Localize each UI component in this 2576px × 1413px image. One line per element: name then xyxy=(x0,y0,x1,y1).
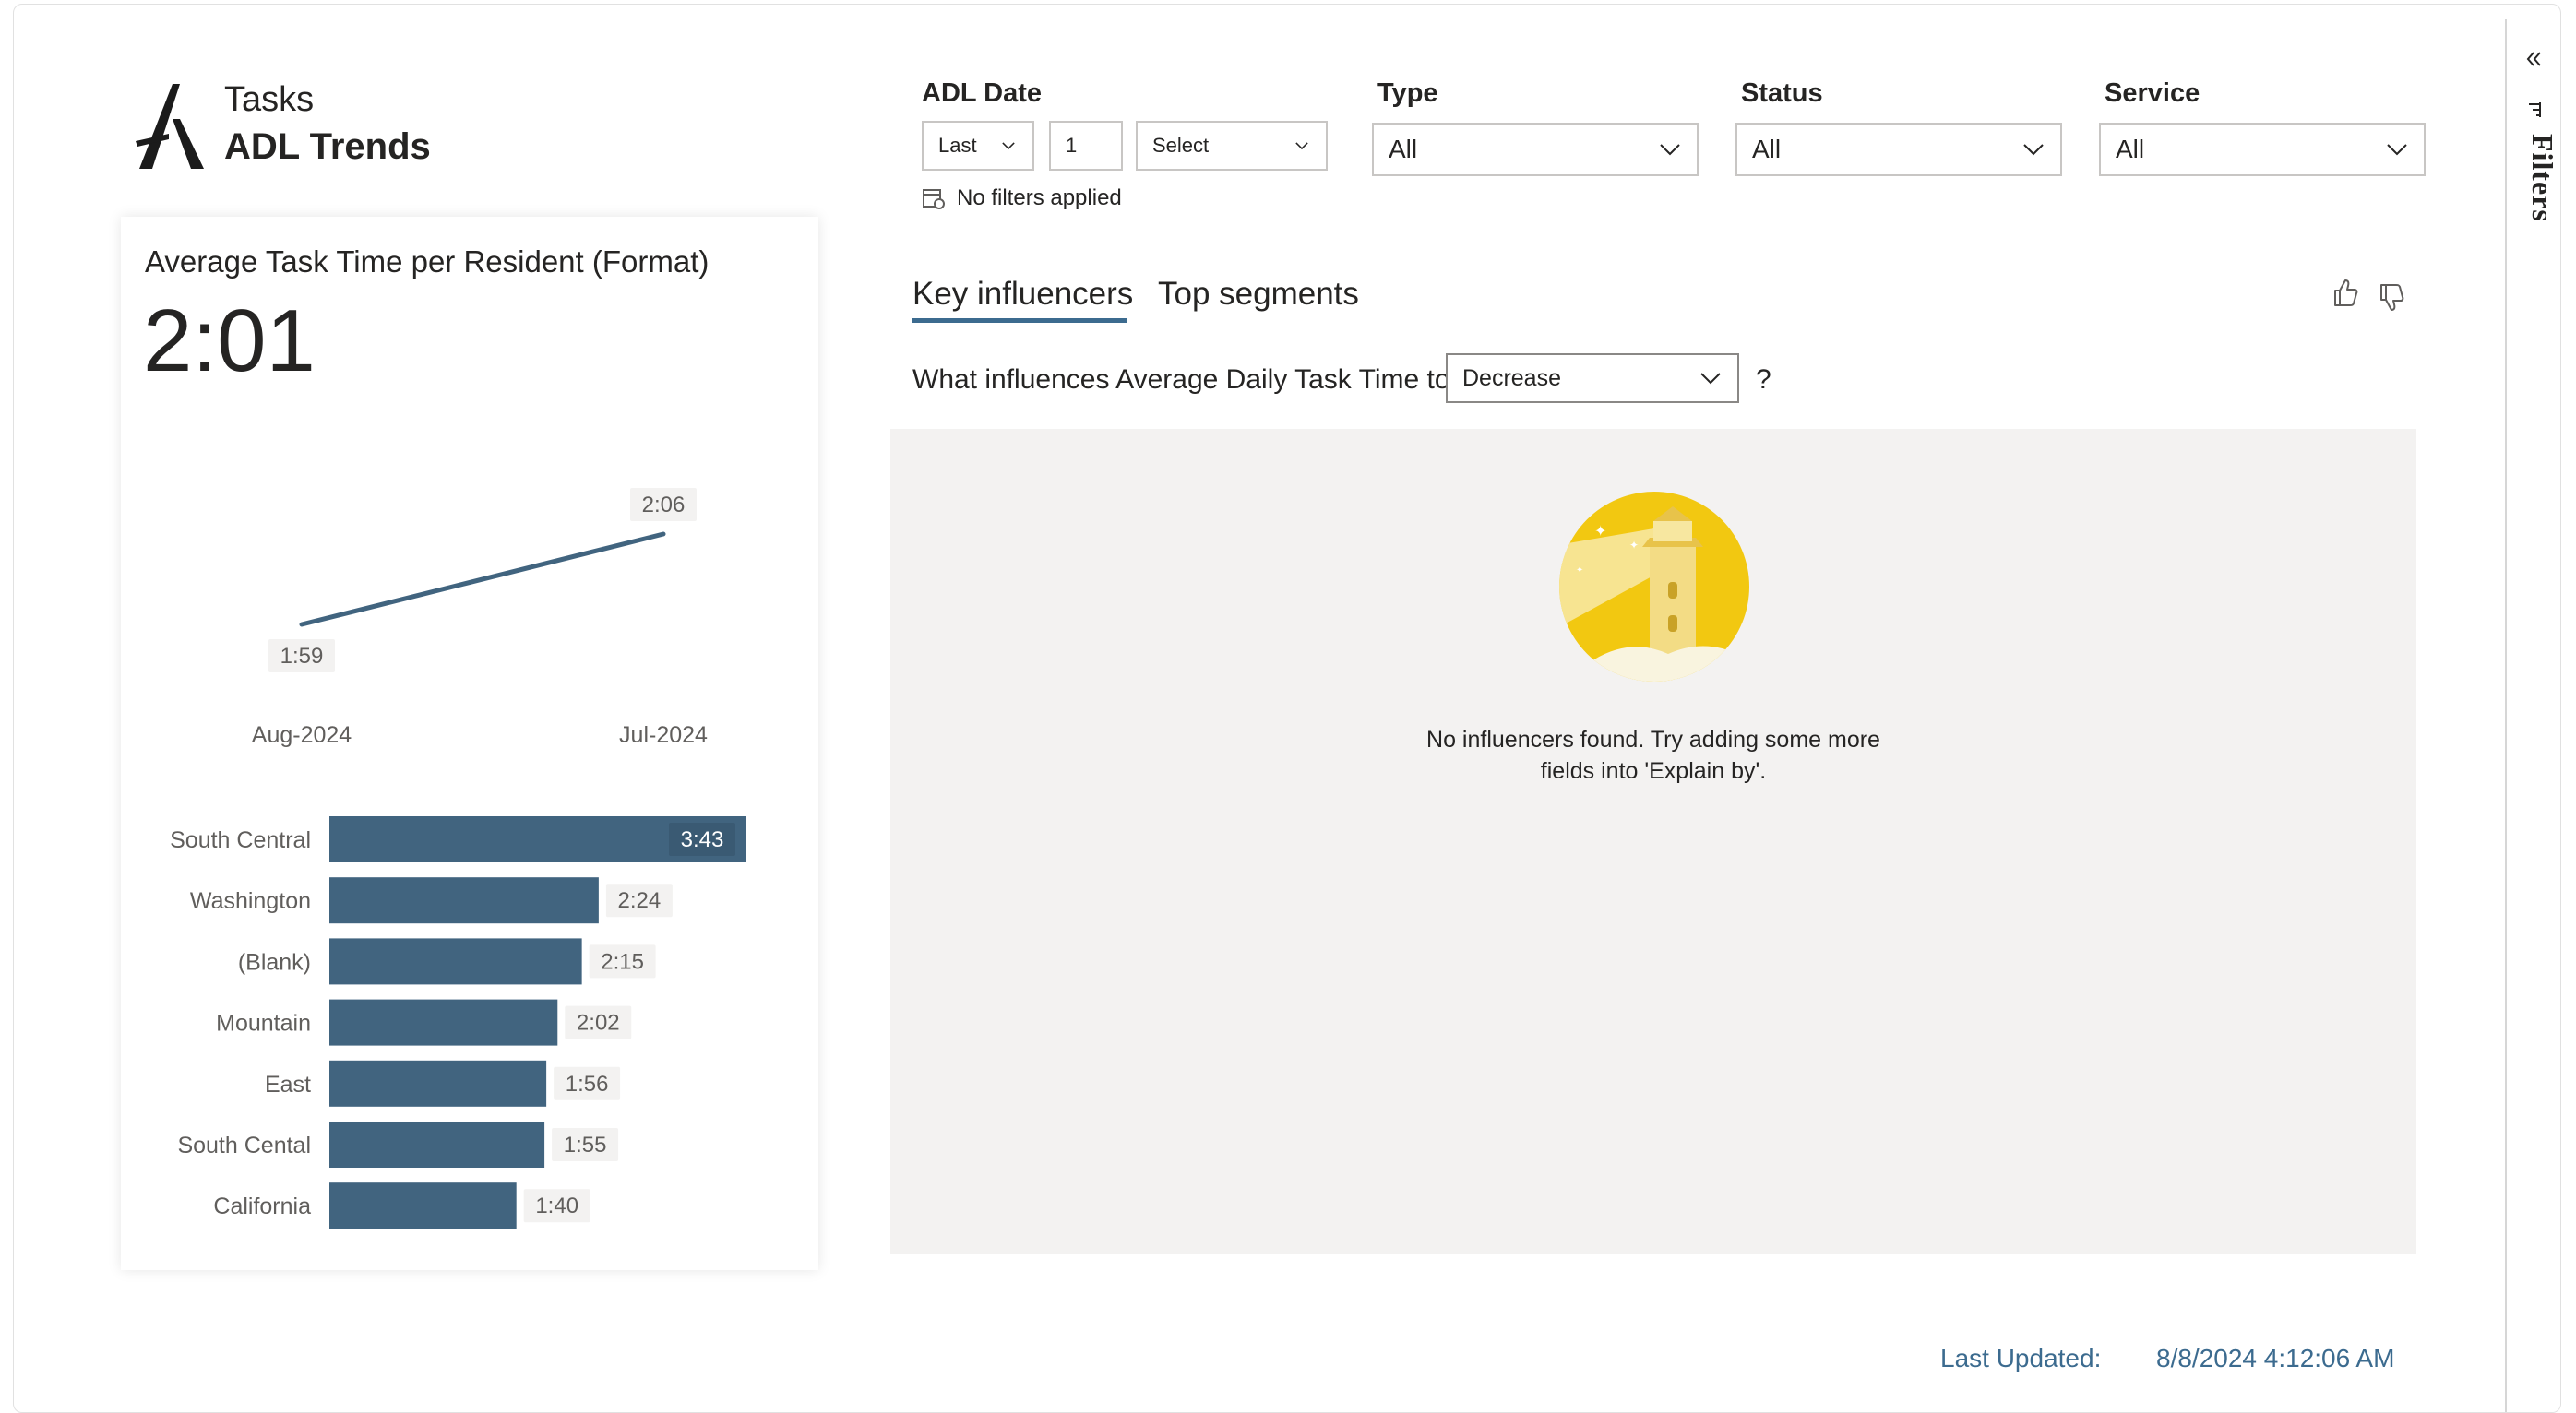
trend-line xyxy=(299,531,666,627)
period-value: Last xyxy=(938,134,977,157)
service-value: All xyxy=(2116,135,2145,163)
kpi-card: Average Task Time per Resident (Format) … xyxy=(121,217,818,1270)
trend-data-label-bg xyxy=(268,639,335,672)
chevron-down-icon xyxy=(2023,144,2044,156)
empty-state-message: No influencers found. Try adding some mo… xyxy=(890,724,2416,787)
region-data-label: 1:40 xyxy=(535,1193,578,1218)
direction-dropdown[interactable]: Decrease xyxy=(1446,353,1739,403)
region-bar xyxy=(329,938,582,985)
region-category-label: South Cental xyxy=(177,1133,311,1158)
chevron-down-icon xyxy=(1295,142,1308,150)
trend-point xyxy=(300,623,304,626)
region-data-label: 2:02 xyxy=(577,1011,620,1036)
key-influencers-panel: ✦ ✦ ✦ No influencers found. Try adding s… xyxy=(890,429,2416,1254)
svg-text:✦: ✦ xyxy=(1629,539,1639,552)
chevron-down-icon xyxy=(1660,144,1680,156)
report-page: Tasks ADL Trends ADL Date Last 1 Select … xyxy=(13,4,2561,1413)
region-data-label-bg xyxy=(589,944,656,979)
last-updated-value: 8/8/2024 4:12:06 AM xyxy=(2156,1344,2395,1372)
period-unit-dropdown[interactable]: Select xyxy=(1136,121,1328,171)
kpi-value: 2:01 xyxy=(143,291,316,390)
no-filters-text: No filters applied xyxy=(957,185,1122,210)
region-data-label: 2:15 xyxy=(601,949,644,974)
active-tab-indicator xyxy=(912,318,1127,323)
type-value: All xyxy=(1389,135,1418,163)
trend-point xyxy=(662,532,665,536)
region-category-label: South Central xyxy=(170,827,311,853)
period-count-input[interactable]: 1 xyxy=(1049,121,1123,171)
region-category-label: (Blank) xyxy=(238,949,311,975)
header-subtitle: Tasks xyxy=(224,80,315,119)
region-data-label-bg xyxy=(554,1066,621,1100)
trend-and-region-chart: 1:59 Aug-2024 2:06 Jul-2024 South Central 3:4… xyxy=(170,488,746,1229)
region-bar xyxy=(329,1122,545,1168)
card-title: Average Task Time per Resident (Format) xyxy=(145,244,710,279)
help-mark[interactable]: ? xyxy=(1756,364,1771,395)
filters-pane[interactable] xyxy=(2505,19,2560,1412)
lighthouse-icon: ✦ ✦ ✦ xyxy=(1559,492,1749,682)
region-bar xyxy=(329,999,558,1046)
region-bar xyxy=(329,1060,547,1107)
svg-text:✦: ✦ xyxy=(1594,522,1606,540)
region-data-label-bg xyxy=(523,1189,590,1223)
chevron-down-icon xyxy=(1700,373,1721,385)
type-filter-label: Type xyxy=(1377,78,1438,108)
filters-pane-label[interactable]: Filters xyxy=(2526,134,2559,222)
region-data-label: 1:56 xyxy=(566,1072,609,1097)
tab-top-segments[interactable]: Top segments xyxy=(1158,276,1359,312)
status-filter-label: Status xyxy=(1741,78,1823,108)
a-logo-icon xyxy=(136,84,204,169)
region-data-label-bg xyxy=(605,884,673,918)
no-filters-status: No filters applied xyxy=(922,185,1122,211)
thumbs-up-icon[interactable] xyxy=(2332,278,2359,309)
period-dropdown[interactable]: Last xyxy=(922,121,1034,171)
region-bar xyxy=(329,1182,517,1229)
double-chevron-left-icon[interactable] xyxy=(2523,49,2544,69)
region-category-label: Mountain xyxy=(216,1011,311,1037)
trend-x-tick-label: Aug-2024 xyxy=(252,722,352,748)
page-title: ADL Trends xyxy=(224,126,431,167)
region-category-label: East xyxy=(265,1072,311,1098)
region-bar xyxy=(329,877,599,924)
status-dropdown[interactable]: All xyxy=(1735,123,2062,176)
region-data-label-bg xyxy=(669,823,735,856)
filter-icon xyxy=(2529,102,2541,117)
region-category-label: California xyxy=(213,1193,311,1219)
empty-message-line-2: fields into 'Explain by'. xyxy=(1540,758,1767,784)
period-count-value: 1 xyxy=(1066,134,1078,157)
influencer-question: What influences Average Daily Task Time … xyxy=(912,364,1450,395)
svg-text:✦: ✦ xyxy=(1576,565,1583,576)
region-data-label: 3:43 xyxy=(681,827,724,852)
region-category-label: Washington xyxy=(190,888,311,914)
period-unit-value: Select xyxy=(1152,134,1210,157)
region-data-label: 1:55 xyxy=(564,1133,607,1158)
thumbs-down-icon[interactable] xyxy=(2378,281,2405,313)
type-dropdown[interactable]: All xyxy=(1372,123,1699,176)
calendar-filter-icon xyxy=(923,189,945,209)
adl-date-label: ADL Date xyxy=(922,78,1042,108)
trend-x-tick-label: Jul-2024 xyxy=(619,722,708,748)
trend-data-label-bg xyxy=(630,488,697,521)
trend-data-label: 2:06 xyxy=(642,493,686,517)
region-data-label-bg xyxy=(565,1005,632,1039)
last-updated-label: Last Updated: xyxy=(1940,1344,2102,1372)
service-filter-label: Service xyxy=(2105,78,2200,108)
status-value: All xyxy=(1752,135,1782,163)
region-data-label: 2:24 xyxy=(618,888,662,913)
chevron-down-icon xyxy=(2387,144,2407,156)
chevron-down-icon xyxy=(1002,142,1015,150)
trend-data-label: 1:59 xyxy=(280,644,324,669)
service-dropdown[interactable]: All xyxy=(2099,123,2426,176)
tab-key-influencers[interactable]: Key influencers xyxy=(912,276,1134,312)
empty-message-line-1: No influencers found. Try adding some mo… xyxy=(1426,727,1880,753)
region-data-label-bg xyxy=(552,1128,619,1161)
direction-value: Decrease xyxy=(1462,364,1561,391)
